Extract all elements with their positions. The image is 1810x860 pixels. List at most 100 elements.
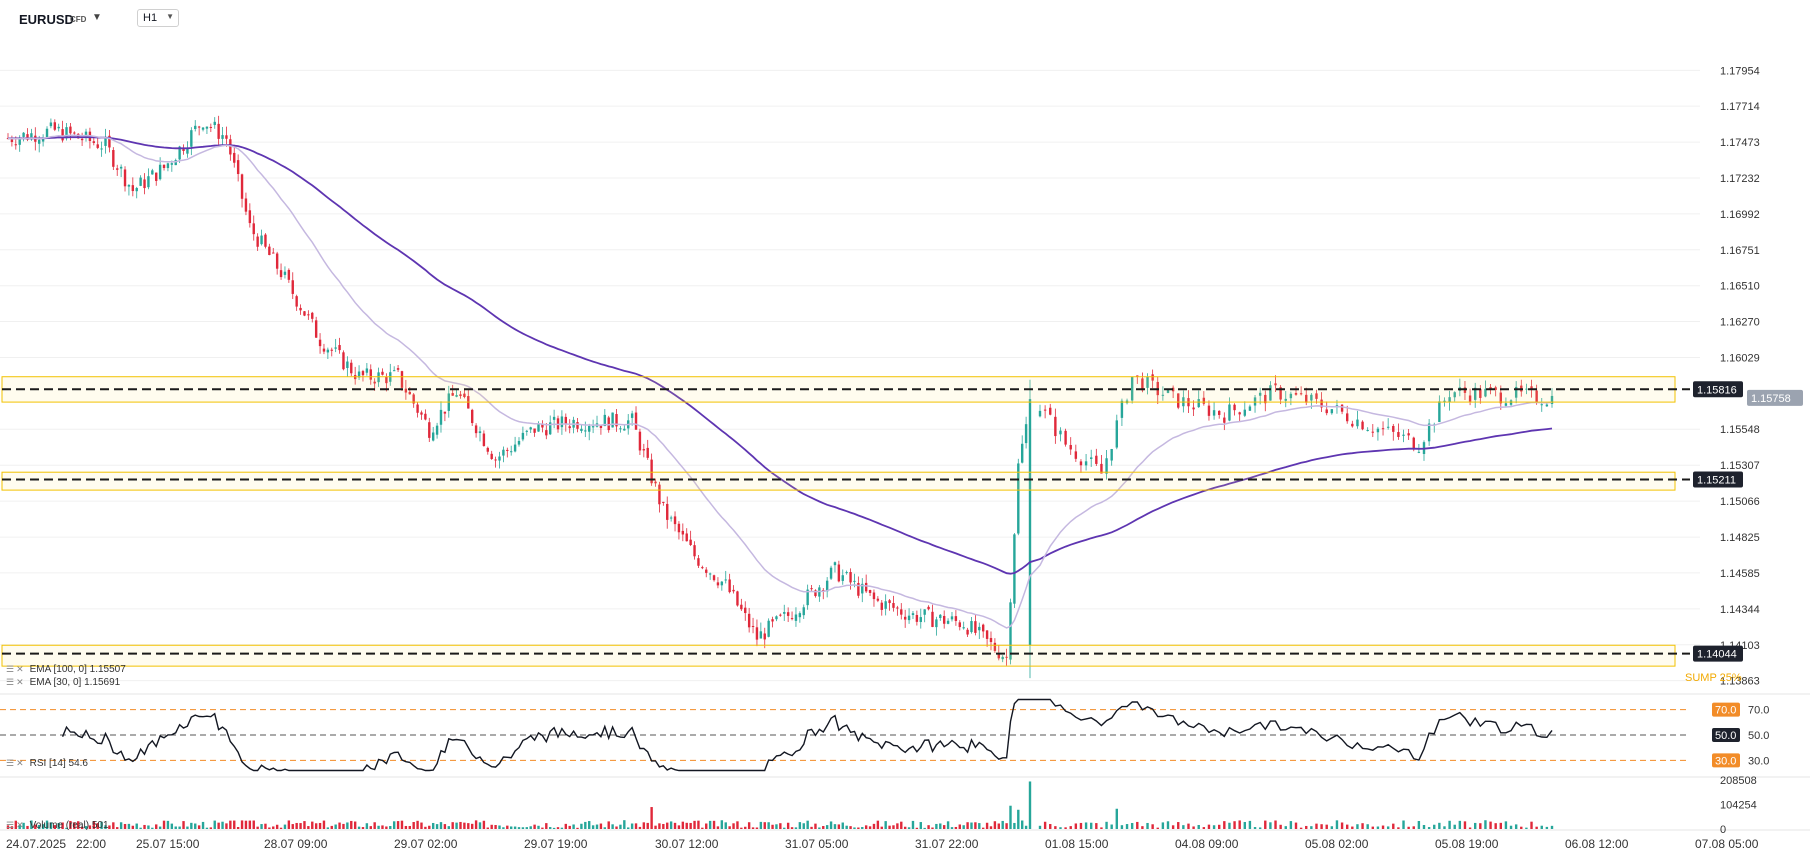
- rsi-level-label: 30.0: [1715, 755, 1736, 767]
- volume-bar: [1305, 825, 1308, 829]
- volume-bar: [443, 824, 447, 829]
- candle-body: [529, 427, 532, 430]
- volume-bar: [350, 820, 353, 829]
- rsi-level-tag: [1712, 728, 1740, 742]
- candle-body: [732, 589, 735, 592]
- volume-bar: [459, 821, 462, 829]
- candle-body: [229, 139, 232, 155]
- last-price-tag: [1747, 389, 1803, 406]
- candle-body: [170, 163, 174, 165]
- candle-body: [205, 126, 209, 129]
- price-axis-label: 1.16510: [1720, 281, 1760, 293]
- volume-bar: [619, 824, 622, 829]
- legend-settings-icon[interactable]: ☰✕: [6, 820, 26, 830]
- candle-body: [1090, 457, 1093, 459]
- symbol-chevron-down-icon[interactable]: ▼: [92, 12, 102, 23]
- volume-bar: [127, 823, 131, 829]
- candle-body: [431, 432, 435, 441]
- symbol-name[interactable]: EURUSD: [19, 12, 74, 27]
- candle-body: [1020, 443, 1024, 463]
- volume-bar: [642, 822, 646, 829]
- candle-body: [997, 653, 1000, 659]
- volume-bar: [927, 825, 930, 829]
- volume-bar: [646, 822, 649, 829]
- volume-bar: [1433, 824, 1436, 829]
- legend-settings-icon[interactable]: ☰✕: [6, 758, 26, 768]
- candle-body: [981, 624, 985, 632]
- time-axis-label: 05.08 19:00: [1435, 837, 1499, 851]
- candle-body: [96, 144, 99, 148]
- candle-body: [537, 424, 540, 432]
- candle-body: [666, 503, 669, 520]
- candle-body: [759, 631, 763, 639]
- volume-bar: [1125, 824, 1129, 829]
- volume-bar: [385, 826, 388, 829]
- candle-body: [814, 590, 817, 597]
- candle-body: [525, 430, 529, 432]
- candle-body: [14, 144, 18, 146]
- candle-body: [502, 449, 505, 456]
- candle-body: [307, 314, 310, 316]
- volume-bar: [143, 824, 146, 829]
- volume-bar: [903, 826, 907, 829]
- volume-bar: [861, 827, 864, 829]
- candle-body: [1028, 399, 1032, 646]
- volume-bar: [1038, 825, 1042, 829]
- legend-settings-icon[interactable]: ☰✕: [6, 664, 26, 674]
- volume-bar: [911, 820, 915, 829]
- candle-body: [1504, 403, 1508, 406]
- volume-bar: [49, 822, 53, 829]
- time-axis-label: 29.07 19:00: [524, 837, 588, 851]
- symbol-badge: CFD: [70, 15, 87, 24]
- candle-body: [740, 604, 743, 610]
- legend-volume[interactable]: ☰✕ Volume (real) 501: [6, 820, 109, 831]
- volume-bar: [1489, 821, 1492, 829]
- candle-body: [490, 453, 493, 459]
- legend-rsi[interactable]: ☰✕ RSI [14] 54.6: [6, 758, 88, 769]
- volume-bar: [818, 827, 821, 829]
- candle-body: [248, 210, 252, 224]
- candle-body: [104, 137, 107, 146]
- volume-bar: [287, 820, 291, 829]
- volume-bar: [1197, 824, 1200, 829]
- candle-body: [486, 447, 489, 452]
- candle-body: [564, 416, 568, 425]
- candle-body: [900, 609, 903, 615]
- volume-bar: [1525, 827, 1528, 829]
- volume-bar: [346, 822, 349, 829]
- volume-axis-label: 208508: [1720, 775, 1757, 787]
- volume-bar: [1458, 820, 1462, 829]
- level-price-tag: [1693, 381, 1743, 398]
- candle-body: [233, 152, 236, 163]
- legend-settings-icon[interactable]: ☰✕: [6, 677, 26, 687]
- legend-ema30[interactable]: ☰✕ EMA [30, 0] 1.15691: [6, 677, 120, 688]
- candle-body: [197, 126, 201, 128]
- volume-bar: [939, 823, 942, 829]
- candle-body: [923, 609, 926, 615]
- volume-bar: [225, 823, 228, 829]
- volume-bar: [1330, 826, 1334, 829]
- candle-body: [260, 235, 263, 245]
- volume-bar: [1218, 824, 1221, 829]
- volume-bar: [1484, 820, 1487, 829]
- volume-bar: [1105, 821, 1108, 829]
- candle-body: [1228, 404, 1231, 421]
- candle-body: [662, 501, 665, 503]
- volume-bar: [1028, 781, 1032, 829]
- volume-bar: [1043, 821, 1047, 829]
- candle-body: [478, 431, 482, 433]
- volume-bar: [1284, 826, 1287, 829]
- volume-bar: [993, 821, 997, 829]
- candle-body: [794, 614, 798, 621]
- legend-ema100[interactable]: ☰✕ EMA [100, 0] 1.15507: [6, 664, 126, 675]
- volume-bar: [1001, 820, 1004, 829]
- volume-bar: [1310, 826, 1313, 829]
- candle-body: [591, 426, 595, 428]
- volume-bar: [1238, 820, 1241, 829]
- candle-body: [970, 621, 973, 633]
- timeframe-select[interactable]: H1 ▼: [137, 9, 179, 27]
- rsi-axis-label: 50.0: [1748, 730, 1769, 742]
- volume-bar: [833, 824, 837, 829]
- volume-bar: [1356, 824, 1359, 829]
